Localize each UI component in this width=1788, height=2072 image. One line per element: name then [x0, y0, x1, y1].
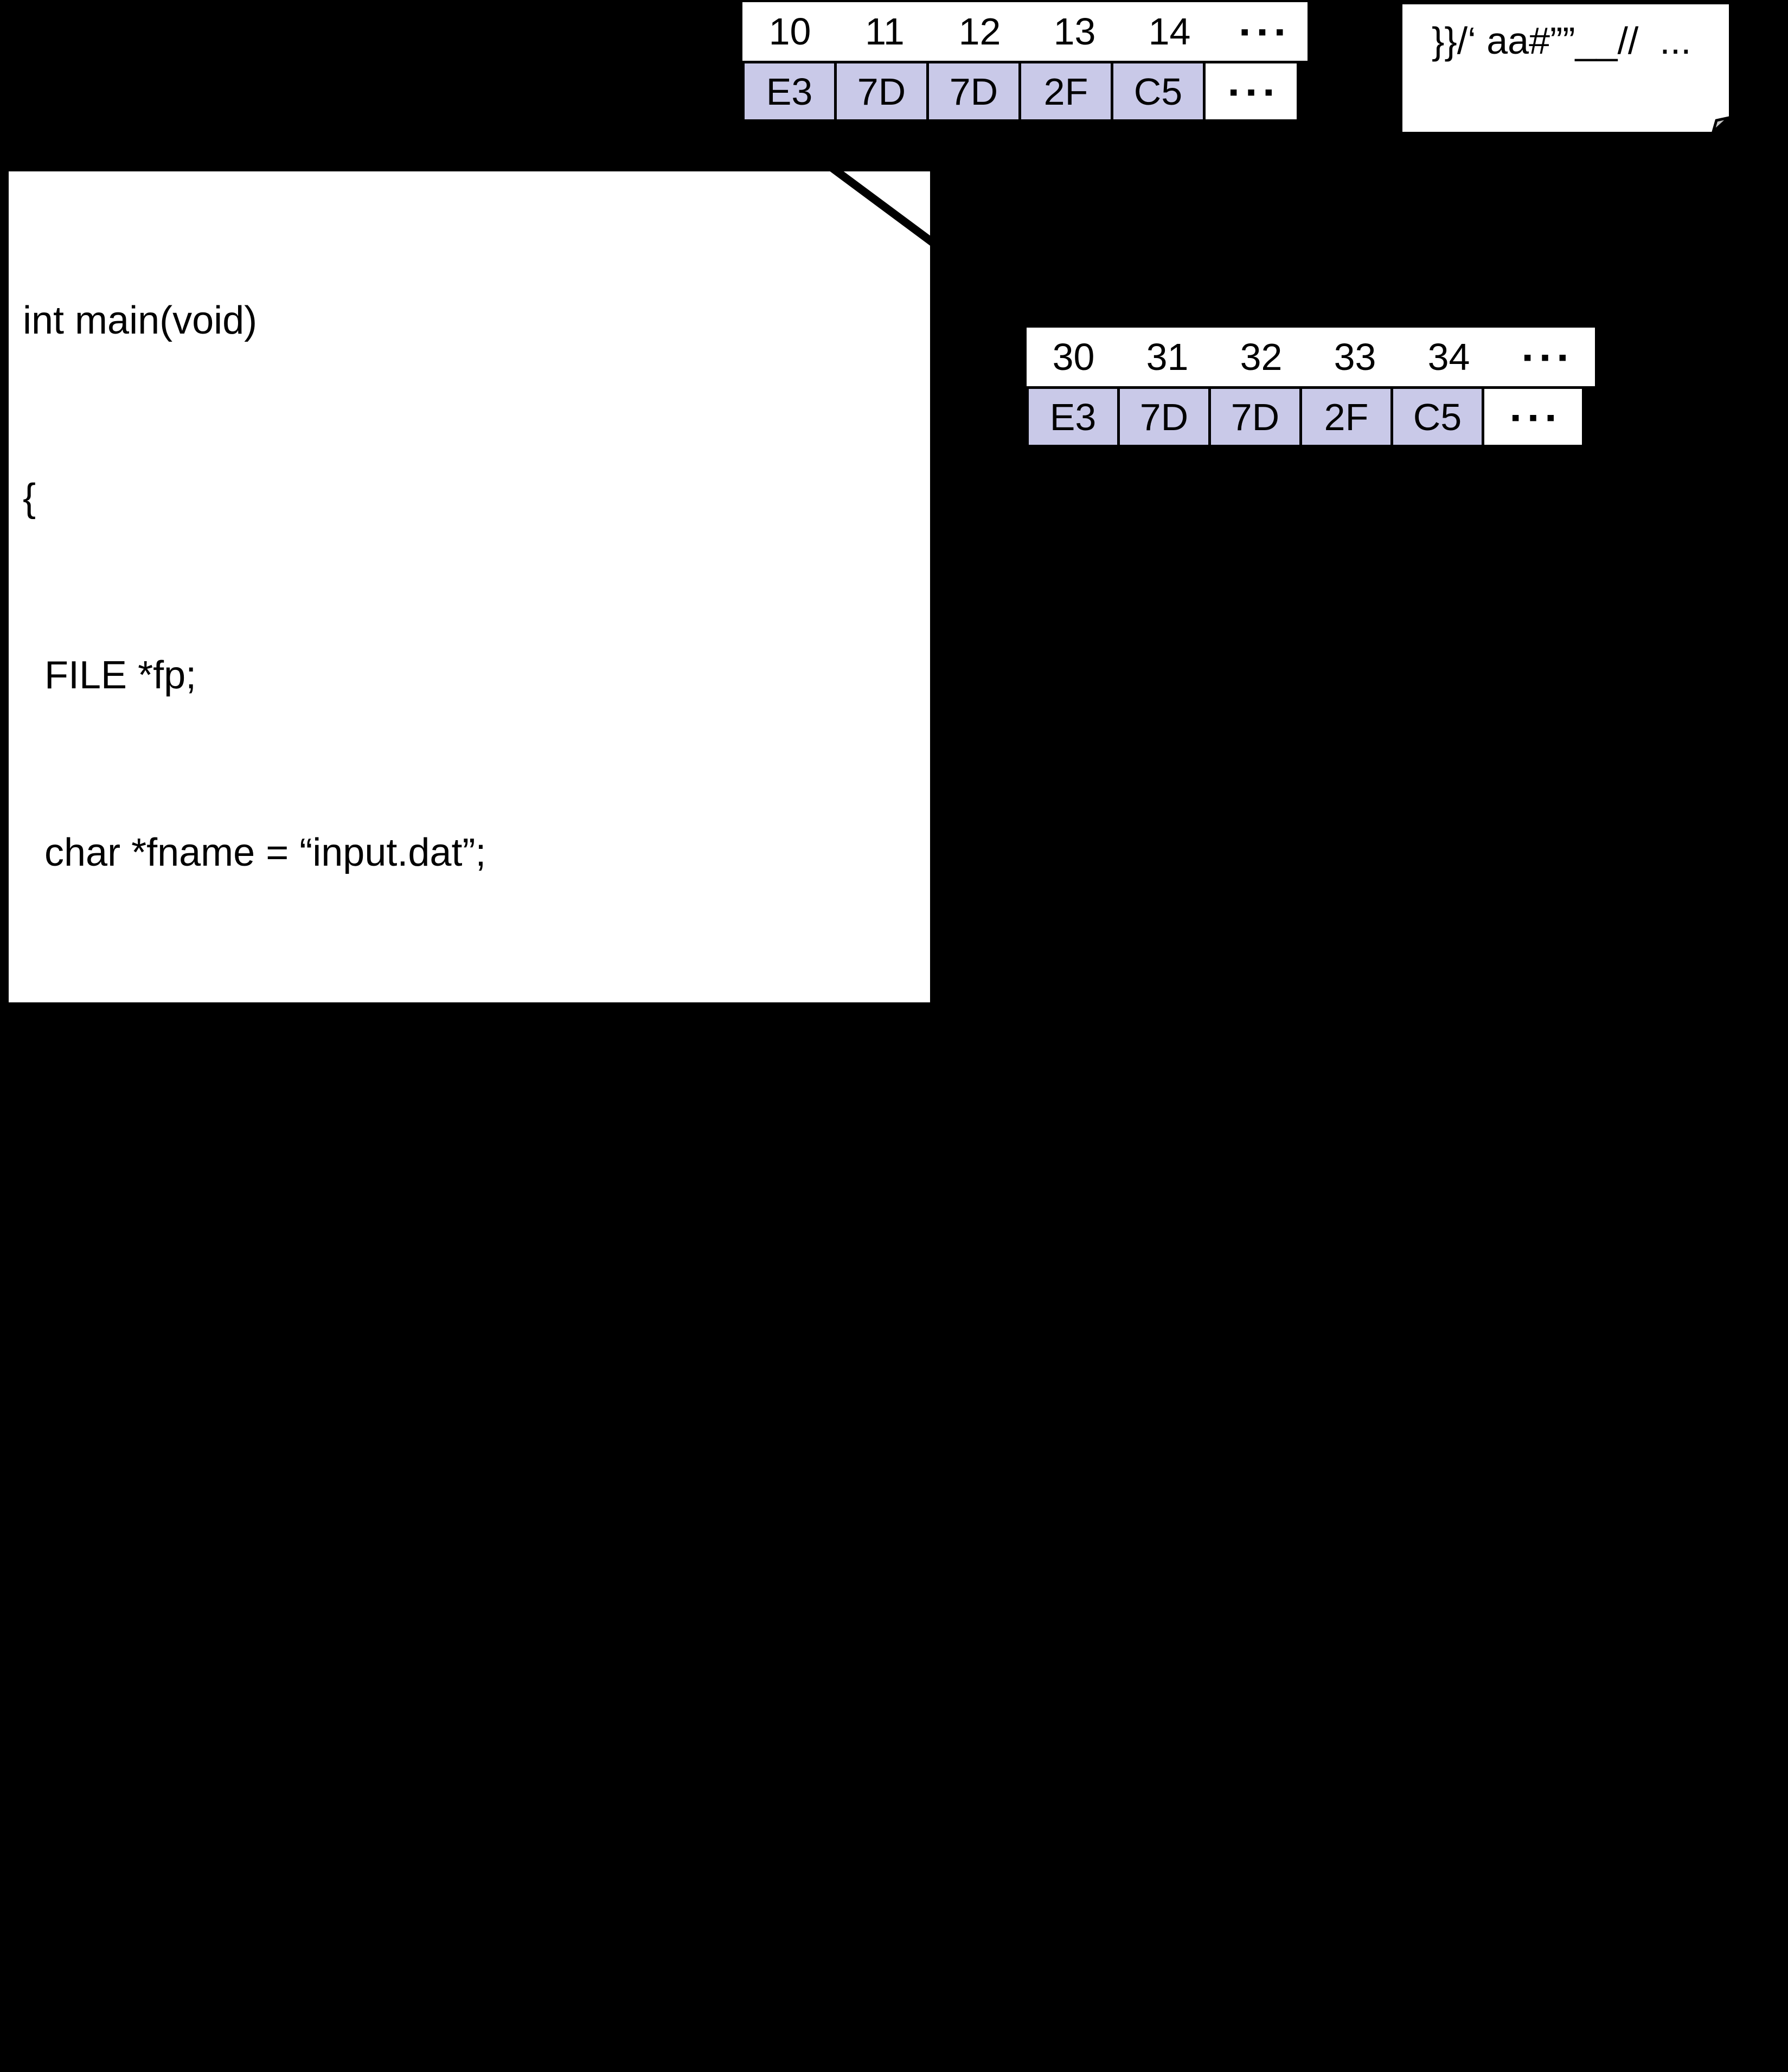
- byte-cell: E3: [1026, 386, 1120, 447]
- address-cell: 30: [1052, 336, 1095, 378]
- address-cell: 33: [1334, 336, 1376, 378]
- address-header-row: 10 11 12 13 14 ▪▪▪: [739, 0, 1308, 61]
- address-cell: 14: [1148, 10, 1191, 53]
- address-cell: 13: [1053, 10, 1096, 53]
- byte-value-row: E3 7D 7D 2F C5 ▪▪▪: [739, 61, 1308, 122]
- byte-cell: 7D: [834, 61, 929, 122]
- ellipsis-icon: ▪▪▪: [1203, 61, 1299, 122]
- byte-cell: 7D: [926, 61, 1021, 122]
- code-line: int main(void): [23, 299, 258, 342]
- address-cell: 31: [1146, 336, 1189, 378]
- byte-cell: 2F: [1018, 61, 1113, 122]
- byte-cell: 2F: [1299, 386, 1393, 447]
- code-line: char *fname = “input.dat”;: [23, 831, 486, 874]
- address-cell: 11: [865, 10, 905, 53]
- byte-cell: C5: [1111, 61, 1206, 122]
- ellipsis-icon: ▪▪▪: [1240, 17, 1293, 46]
- dogear-diagonal-line: [830, 171, 930, 246]
- memory-byte-table: 10 11 12 13 14 ▪▪▪ E3 7D 7D 2F C5 ▪▪▪: [739, 0, 1308, 122]
- code-line: [23, 1533, 928, 1592]
- address-cell: 12: [958, 10, 1001, 53]
- code-listing: int main(void) { FILE *fp; char *fname =…: [23, 173, 928, 2072]
- code-line: [23, 1888, 928, 1947]
- byte-cell: C5: [1390, 386, 1484, 447]
- code-line: [23, 1178, 928, 1237]
- ellipsis-icon: ▪▪▪: [1482, 386, 1585, 447]
- address-cell: 34: [1427, 336, 1470, 378]
- code-line: fp = fopen(fname, "rb");: [23, 1363, 449, 1406]
- code-line: FILE *fp;: [23, 654, 197, 697]
- byte-cell: E3: [742, 61, 837, 122]
- note-paper-shape: [1402, 4, 1730, 133]
- address-cell: 10: [768, 10, 811, 53]
- code-line: fclose(fp);: [23, 2065, 928, 2072]
- slide-canvas: { "slide": { "background": "#000000" }, …: [4, 0, 1730, 1761]
- address-header-row: 30 31 32 33 34 ▪▪▪: [1024, 325, 1595, 386]
- byte-cell: 7D: [1208, 386, 1302, 447]
- file-byte-table: 30 31 32 33 34 ▪▪▪ E3 7D 7D 2F C5 ▪▪▪: [1024, 325, 1595, 447]
- code-line: fread(buffer, sizeof(char), 100, fp);: [23, 1718, 635, 1761]
- ellipsis-icon: ▪▪▪: [1523, 343, 1576, 371]
- address-cell: 32: [1240, 336, 1283, 378]
- file-note-card: }}/‘ aa#””__// ...: [1402, 4, 1730, 133]
- code-card: int main(void) { FILE *fp; char *fname =…: [4, 167, 934, 1761]
- folded-corner-icon: [1711, 116, 1730, 133]
- note-text: }}/‘ aa#””__// ...: [1432, 20, 1691, 62]
- byte-value-row: E3 7D 7D 2F C5 ▪▪▪: [1024, 386, 1595, 447]
- arrow-tip-artifact: [1323, 316, 1329, 325]
- code-line: char buffer[100];: [23, 1008, 329, 1052]
- code-line: {: [23, 476, 36, 520]
- byte-cell: 7D: [1117, 386, 1211, 447]
